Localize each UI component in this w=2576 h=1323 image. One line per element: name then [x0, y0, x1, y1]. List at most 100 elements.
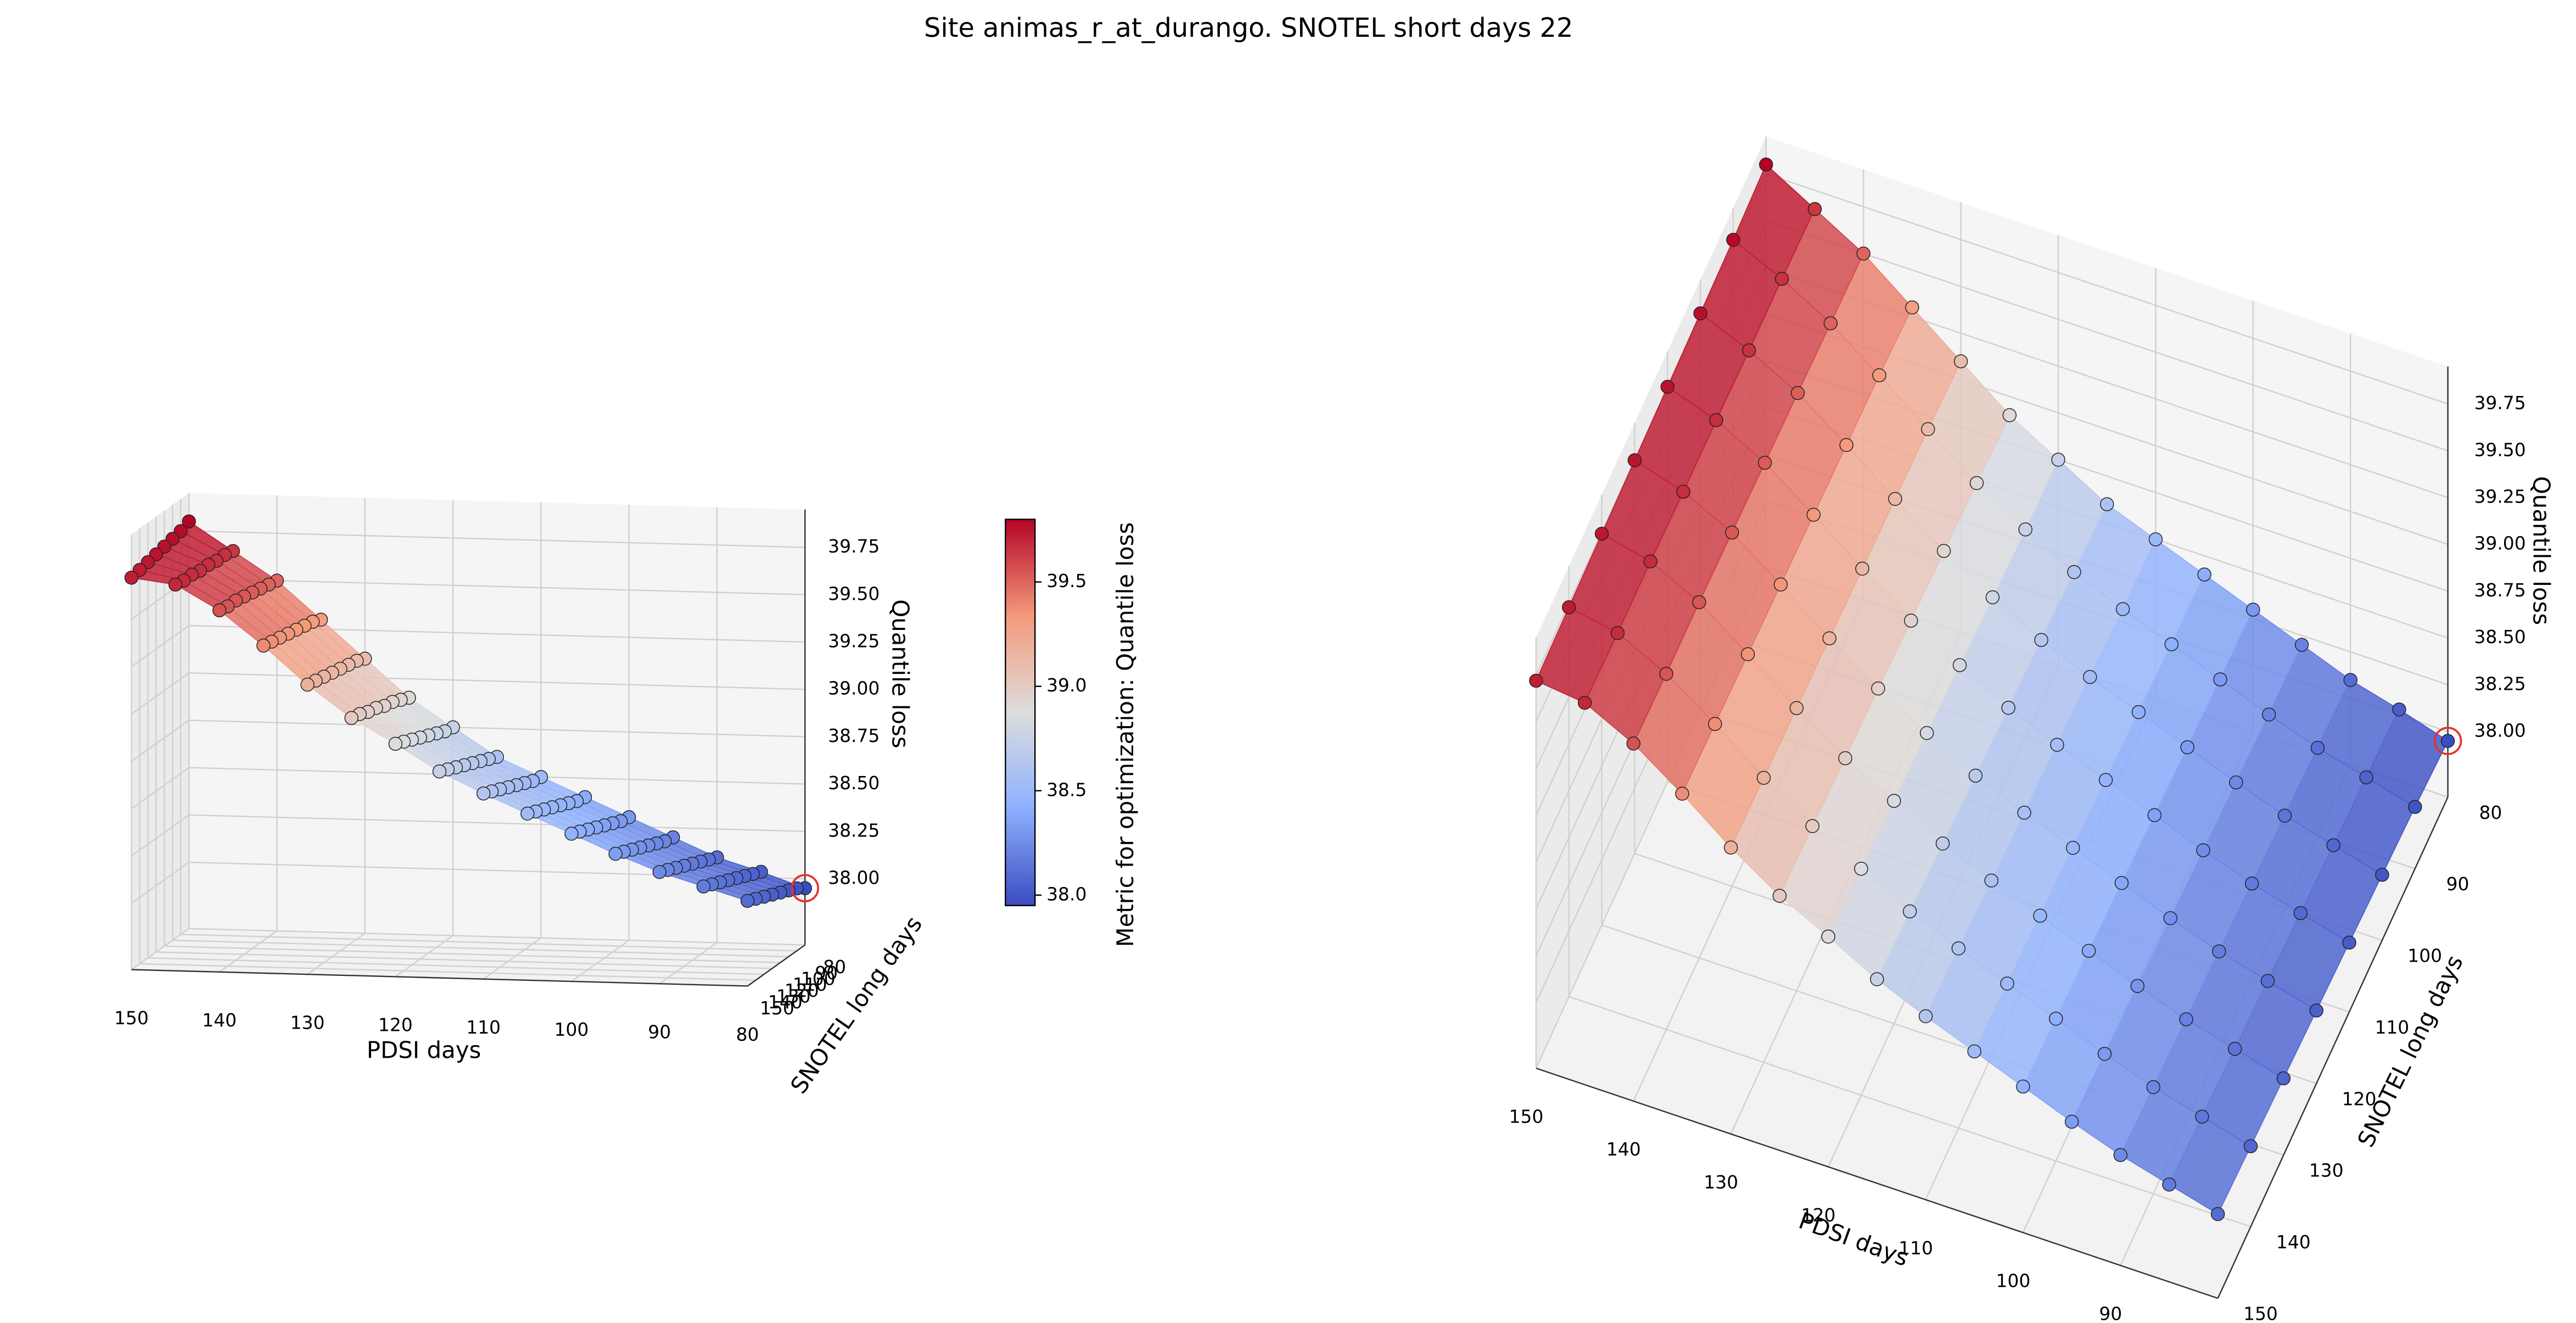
data-point: [1967, 1044, 1981, 1059]
figure-title: Site animas_r_at_durango. SNOTEL short d…: [924, 13, 1573, 43]
data-point: [1805, 819, 1819, 833]
data-point: [2392, 702, 2406, 717]
data-point: [1953, 354, 1968, 369]
data-point: [1806, 507, 1821, 522]
data-point: [2213, 672, 2227, 686]
data-point: [1708, 717, 1722, 731]
y-tick-label: 80: [2479, 802, 2502, 823]
data-point: [2294, 638, 2309, 652]
colorbar-tick-label: 39.0: [1046, 674, 1087, 696]
data-point: [1952, 658, 1967, 672]
data-point: [2227, 1042, 2242, 1056]
axis-line: [2217, 796, 2449, 1299]
y-tick-label: 140: [2276, 1231, 2311, 1253]
data-point: [2114, 876, 2129, 890]
grid-line: [131, 862, 189, 904]
data-point: [1610, 626, 1625, 640]
grid-line: [219, 930, 278, 973]
z-tick-label: 39.25: [2474, 485, 2525, 507]
y-axis-label: SNOTEL long days: [2352, 951, 2468, 1151]
data-point: [1626, 736, 1640, 751]
x-axis-label: PDSI days: [1795, 1207, 1912, 1271]
data-point: [2260, 974, 2275, 988]
axis-line: [131, 969, 748, 987]
data-point: [2180, 740, 2194, 755]
grid-line: [131, 625, 189, 667]
data-point: [1872, 368, 1886, 383]
z-tick-label: 39.50: [2474, 439, 2525, 460]
z-tick-label: 38.00: [828, 867, 880, 889]
grid-line: [164, 945, 781, 963]
z-tick-label: 39.00: [828, 678, 880, 699]
data-point: [1919, 725, 1934, 740]
grid-line: [1766, 220, 2448, 451]
data-point: [476, 786, 491, 801]
z-tick-label: 39.50: [828, 583, 880, 604]
data-point: [1756, 771, 1771, 785]
data-point: [1936, 544, 1951, 558]
data-point: [2016, 1079, 2030, 1094]
data-point: [2081, 944, 2096, 958]
best-point-marker: [2433, 727, 2462, 755]
data-point: [1726, 233, 1740, 247]
data-point: [300, 677, 315, 692]
data-point: [564, 827, 579, 841]
x-tick-label: 140: [202, 1009, 237, 1031]
data-point: [2309, 1003, 2323, 1018]
z-tick-label: 38.75: [828, 725, 880, 746]
z-axis-label: Quantile loss: [887, 599, 914, 748]
data-point: [1659, 667, 1673, 681]
data-point: [2113, 1148, 2127, 1162]
colorbar: [1005, 518, 1036, 907]
data-point: [2048, 1012, 2063, 1026]
z-tick-label: 38.25: [2474, 673, 2525, 694]
data-point: [2034, 633, 2048, 647]
z-tick-label: 38.50: [2474, 626, 2525, 647]
data-point: [696, 879, 711, 894]
data-point: [1742, 343, 1756, 358]
y-tick-label: 110: [2375, 1017, 2409, 1038]
data-point: [652, 865, 667, 879]
x-tick-label: 90: [2099, 1303, 2122, 1323]
z-axis-label: Quantile loss: [2528, 476, 2555, 625]
z-tick-label: 38.75: [2474, 579, 2525, 601]
data-point: [1757, 455, 1772, 470]
x-axis-label: PDSI days: [367, 1037, 481, 1064]
data-point: [124, 571, 139, 585]
data-point: [1807, 202, 1822, 216]
data-point: [2033, 908, 2047, 923]
data-point: [2000, 976, 2014, 991]
axes-3d-1: 8090100110120130140150809010011012013014…: [114, 493, 927, 1098]
grid-line: [156, 951, 772, 969]
data-point: [2359, 770, 2373, 785]
data-point: [1692, 595, 1706, 610]
grid-line: [131, 928, 189, 970]
data-point: [2196, 843, 2210, 857]
data-point: [2130, 979, 2144, 993]
data-point: [2051, 453, 2065, 467]
data-point: [1789, 701, 1804, 716]
data-point: [740, 894, 755, 908]
data-point: [182, 514, 196, 529]
y-tick-label: 110: [793, 974, 827, 995]
data-point: [2163, 911, 2177, 925]
data-point: [1854, 862, 1868, 876]
data-point: [1577, 695, 1592, 710]
y-tick-label: 130: [2309, 1160, 2344, 1181]
data-point: [2098, 773, 2113, 787]
data-point: [168, 577, 183, 592]
data-point: [1855, 561, 1869, 576]
axis-line: [747, 944, 805, 987]
data-point: [2148, 532, 2163, 546]
colorbar-label: Metric for optimization: Quantile loss: [1112, 522, 1139, 947]
z-tick-label: 39.00: [2474, 533, 2525, 554]
y-tick-label: 100: [2407, 945, 2442, 967]
grid-line: [307, 933, 366, 975]
grid-line: [131, 814, 189, 857]
grid-line: [131, 719, 189, 762]
grid-line: [483, 937, 542, 980]
data-point: [1821, 929, 1835, 944]
data-point: [432, 764, 447, 779]
data-point: [388, 736, 403, 751]
